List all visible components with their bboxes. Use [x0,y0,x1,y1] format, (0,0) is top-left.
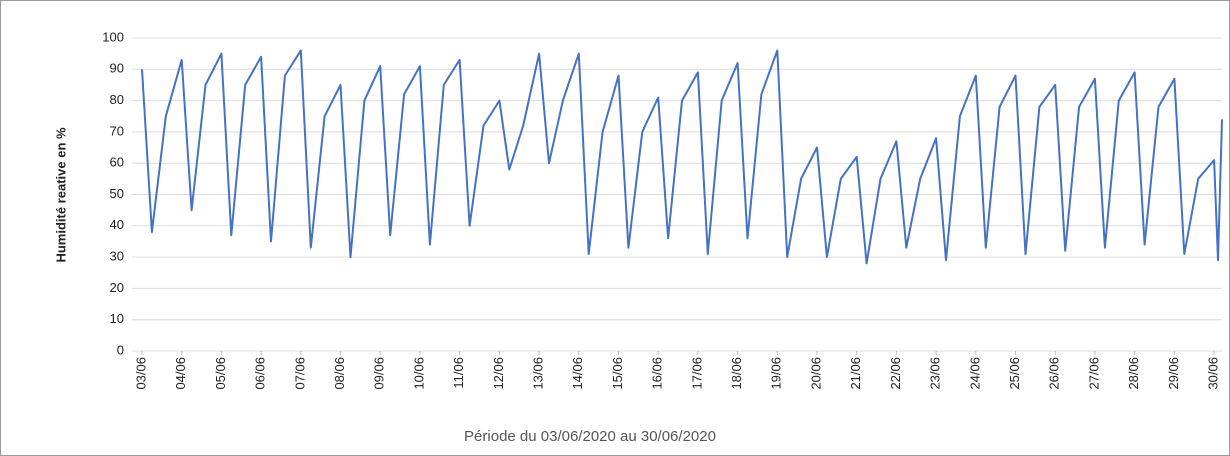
y-tick-label: 100 [102,29,124,44]
x-tick-label: 21/06 [848,357,863,390]
y-tick-label: 50 [110,186,124,201]
x-tick-label: 18/06 [729,357,744,390]
x-tick-label: 30/06 [1205,357,1220,390]
x-tick-label: 15/06 [610,357,625,390]
y-axis-title: Humidité reative en % [53,127,68,263]
x-tick-label: 09/06 [372,357,387,390]
y-tick-label: 30 [110,249,124,264]
x-tick-label: 24/06 [967,357,982,390]
x-tick-label: 10/06 [411,357,426,390]
x-tick-label: 13/06 [530,357,545,390]
x-tick-label: 28/06 [1126,357,1141,390]
y-tick-label: 20 [110,280,124,295]
x-tick-label: 20/06 [808,357,823,390]
x-tick-label: 12/06 [491,357,506,390]
y-tick-label: 70 [110,123,124,138]
x-tick-label: 22/06 [888,357,903,390]
x-tick-label: 29/06 [1166,357,1181,390]
x-tick-label: 04/06 [173,357,188,390]
x-tick-label: 03/06 [133,357,148,390]
x-tick-label: 16/06 [650,357,665,390]
data-line [141,49,1223,265]
y-tick-label: 80 [110,92,124,107]
y-tick-label: 0 [117,342,124,357]
x-tick-label: 23/06 [928,357,943,390]
y-tick-label: 40 [110,217,124,232]
x-tick-label: 26/06 [1047,357,1062,390]
x-tick-label: 07/06 [292,357,307,390]
x-tick-label: 17/06 [689,357,704,390]
y-tick-label: 60 [110,155,124,170]
y-tick-label: 90 [110,61,124,76]
x-tick-label: 25/06 [1007,357,1022,390]
x-tick-label: 06/06 [253,357,268,390]
x-axis-title: Période du 03/06/2020 au 30/06/2020 [464,428,716,445]
x-tick-label: 11/06 [451,357,466,389]
y-tick-label: 10 [110,311,124,326]
x-tick-label: 08/06 [332,357,347,390]
x-tick-label: 14/06 [570,357,585,390]
x-tick-label: 27/06 [1086,357,1101,390]
x-tick-label: 05/06 [213,357,228,390]
x-tick-label: 19/06 [769,357,784,390]
